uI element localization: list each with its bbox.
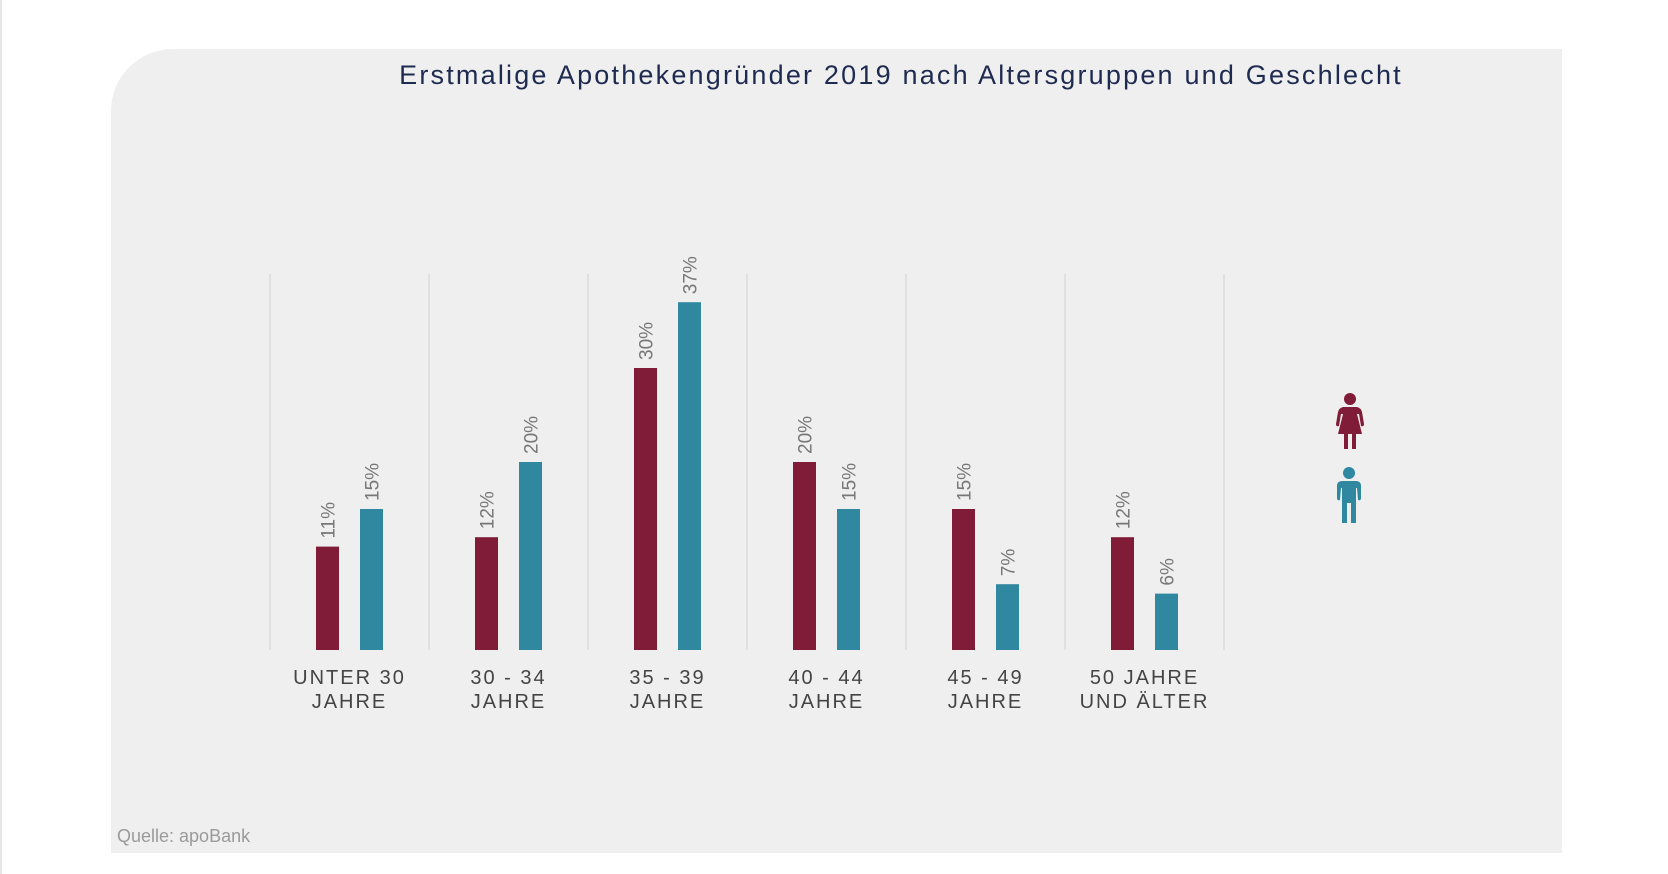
category-label: JAHRE [789,691,865,713]
value-label: 20% [522,416,543,454]
value-labels: 11% 15% 12% 20% 30% 37% 20% 15% 15% 7% 12% 6% [319,256,1179,586]
category-label: JAHRE [630,691,706,713]
legend-male [1337,467,1361,523]
value-label: 6% [1158,558,1179,586]
chart-title: Erstmalige Apothekengründer 2019 nach Al… [399,60,1403,90]
legend-female [1336,393,1364,449]
category-label: UND ÄLTER [1080,691,1210,713]
bar-male [996,584,1019,650]
value-label: 37% [681,256,702,294]
chart-panel [111,49,1562,853]
category-label: JAHRE [948,691,1024,713]
bar-male [360,509,383,650]
value-label: 12% [1114,491,1135,529]
female-icon [1336,393,1364,449]
value-label: 15% [363,463,384,501]
bar-female [793,462,816,650]
value-label: 15% [840,463,861,501]
category-label: 35 - 39 [629,667,705,689]
category-label: JAHRE [312,691,388,713]
male-icon [1337,467,1361,523]
category-label: UNTER 30 [293,667,406,689]
value-label: 30% [637,322,658,360]
value-label: 20% [796,416,817,454]
bar-male [1155,593,1178,650]
value-label: 12% [478,491,499,529]
bar-female [952,509,975,650]
value-label: 15% [955,463,976,501]
category-label: 30 - 34 [470,667,546,689]
value-label: 7% [999,549,1020,577]
bar-male [519,462,542,650]
gridlines [269,274,1225,650]
bar-female [316,546,339,650]
legend [1336,393,1364,523]
category-label: 45 - 49 [947,667,1023,689]
category-label: 50 JAHRE [1090,667,1199,689]
bar-male [837,509,860,650]
bars [316,302,1178,650]
category-label: 40 - 44 [788,667,864,689]
bar-female [1111,537,1134,650]
bar-female [634,368,657,650]
source-note: Quelle: apoBank [117,826,251,846]
page-left-border [0,0,2,874]
bar-female [475,537,498,650]
bar-male [678,302,701,650]
value-label: 11% [319,502,340,539]
category-label: JAHRE [471,691,547,713]
